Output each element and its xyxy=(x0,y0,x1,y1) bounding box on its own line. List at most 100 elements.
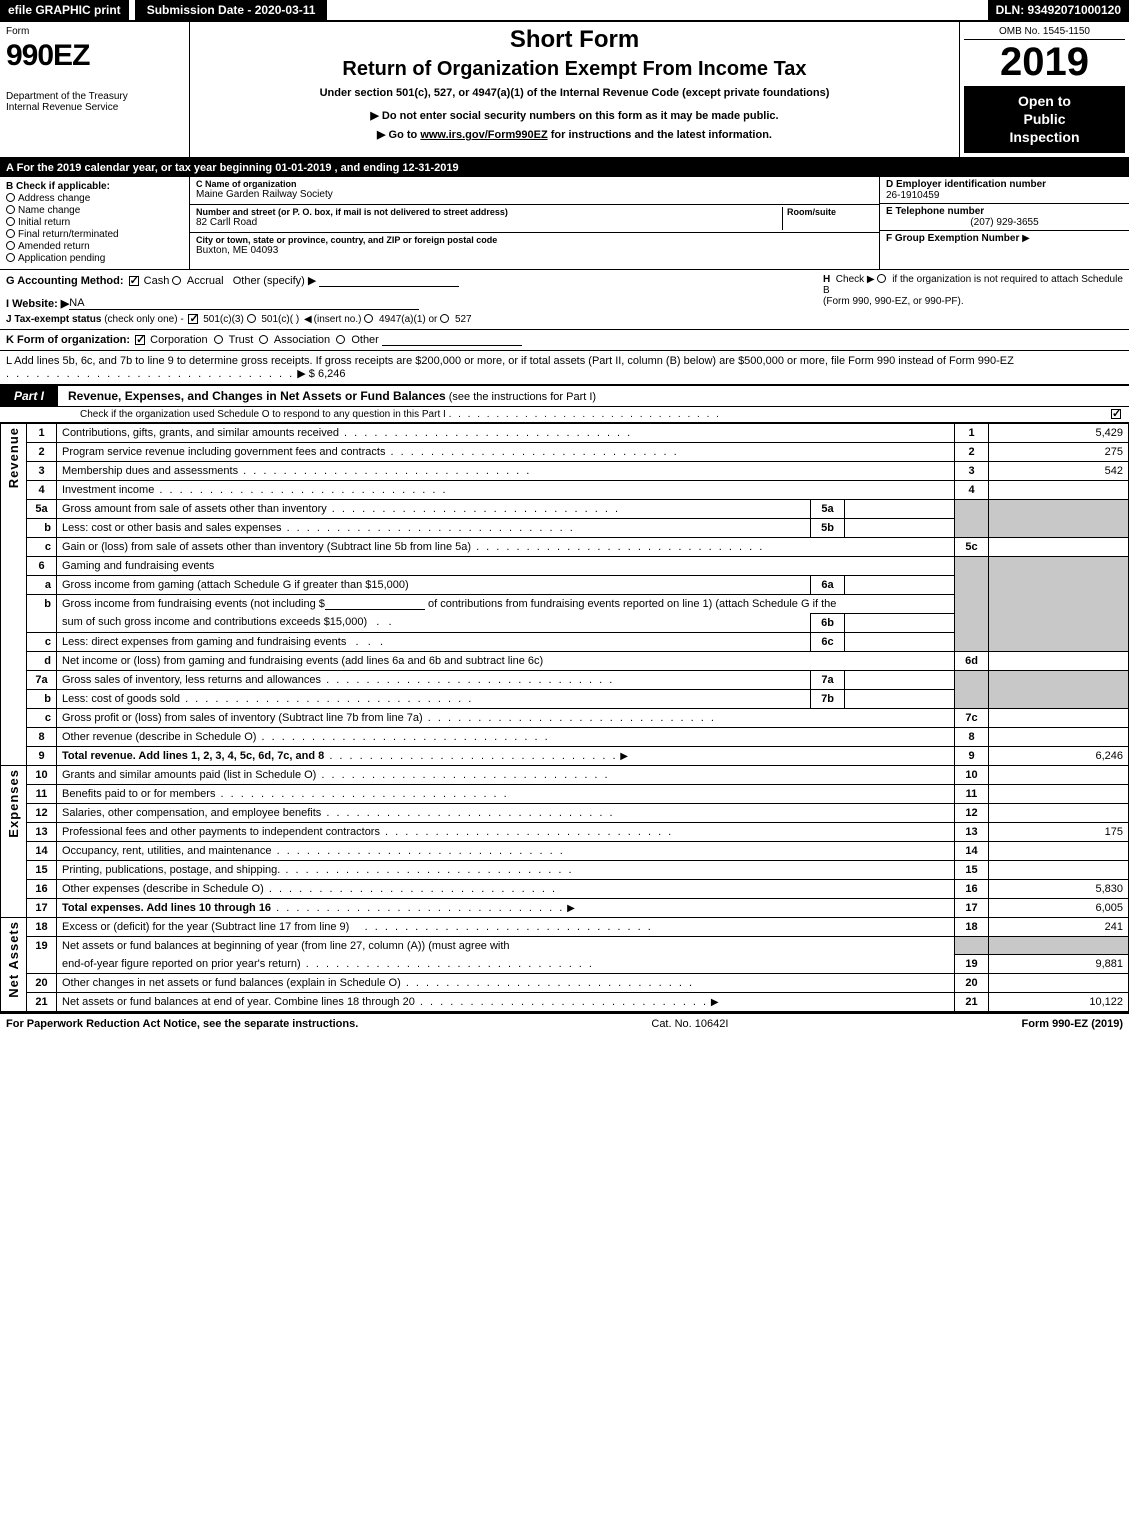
l20-ln: 20 xyxy=(955,974,989,993)
chk-501c[interactable] xyxy=(247,314,256,323)
f-label: F Group Exemption Number xyxy=(886,233,1019,244)
l6-shade-amt xyxy=(989,556,1129,651)
h-text1: Check ▶ xyxy=(836,274,875,285)
l20-d: Other changes in net assets or fund bala… xyxy=(57,974,955,993)
efile-print-button[interactable]: efile GRAPHIC print xyxy=(0,0,129,20)
l14-ln: 14 xyxy=(955,841,989,860)
l12-d: Salaries, other compensation, and employ… xyxy=(57,803,955,822)
l4-d: Investment income xyxy=(57,480,955,499)
l13-amt: 175 xyxy=(989,822,1129,841)
l6-shade-ln xyxy=(955,556,989,651)
l8-amt xyxy=(989,727,1129,746)
l12-amt xyxy=(989,803,1129,822)
row-8: 8 Other revenue (describe in Schedule O)… xyxy=(1,727,1129,746)
l11-n: 11 xyxy=(27,784,57,803)
l4-ln: 4 xyxy=(955,480,989,499)
chk-accrual[interactable] xyxy=(172,276,181,285)
row-15: 15 Printing, publications, postage, and … xyxy=(1,860,1129,879)
k-other-label: Other xyxy=(351,334,379,346)
row-9: 9 Total revenue. Add lines 1, 2, 3, 4, 5… xyxy=(1,746,1129,765)
l8-d: Other revenue (describe in Schedule O) xyxy=(57,727,955,746)
row-20: 20 Other changes in net assets or fund b… xyxy=(1,974,1129,993)
l19-shade-amt xyxy=(989,936,1129,955)
footer-mid: Cat. No. 10642I xyxy=(358,1018,1021,1030)
chk-association[interactable] xyxy=(259,335,268,344)
l7c-ln: 7c xyxy=(955,708,989,727)
chk-501c3[interactable] xyxy=(188,314,198,324)
revenue-vlabel: Revenue xyxy=(1,423,27,765)
l12-n: 12 xyxy=(27,803,57,822)
city-label: City or town, state or province, country… xyxy=(196,235,873,245)
l10-ln: 10 xyxy=(955,765,989,784)
row-19a: 19 Net assets or fund balances at beginn… xyxy=(1,936,1129,955)
l6c-n: c xyxy=(27,632,57,651)
d-label: D Employer identification number xyxy=(886,179,1123,190)
l5c-amt xyxy=(989,537,1129,556)
l13-n: 13 xyxy=(27,822,57,841)
h-block: H Check ▶ if the organization is not req… xyxy=(823,274,1123,325)
l6c-d: Less: direct expenses from gaming and fu… xyxy=(57,632,811,651)
l15-d: Printing, publications, postage, and shi… xyxy=(57,860,955,879)
k-trust-label: Trust xyxy=(229,334,254,346)
a-label: A xyxy=(6,162,14,174)
phone: (207) 929-3655 xyxy=(886,217,1123,228)
l9-ln: 9 xyxy=(955,746,989,765)
l5b-iv xyxy=(845,518,955,537)
l6a-d: Gross income from gaming (attach Schedul… xyxy=(57,575,811,594)
l7b-il: 7b xyxy=(811,689,845,708)
form-header: Form 990EZ Department of the Treasury In… xyxy=(0,22,1129,159)
goto-link[interactable]: www.irs.gov/Form990EZ xyxy=(420,129,547,141)
l11-d: Benefits paid to or for members xyxy=(57,784,955,803)
l16-ln: 16 xyxy=(955,879,989,898)
f-arrow-icon: ▶ xyxy=(1022,233,1030,244)
under-section: Under section 501(c), 527, or 4947(a)(1)… xyxy=(200,87,949,99)
chk-corporation[interactable] xyxy=(135,335,145,345)
chk-application-pending[interactable]: Application pending xyxy=(6,253,183,264)
row-6d: d Net income or (loss) from gaming and f… xyxy=(1,651,1129,670)
chk-cash[interactable] xyxy=(129,276,139,286)
l6a-iv xyxy=(845,575,955,594)
l9-n: 9 xyxy=(27,746,57,765)
g-other-field[interactable] xyxy=(319,286,459,287)
chk-schedule-o[interactable] xyxy=(1111,409,1121,419)
row-7a: 7a Gross sales of inventory, less return… xyxy=(1,670,1129,689)
j-4947-label: 4947(a)(1) or xyxy=(379,314,437,325)
chk-address-change[interactable]: Address change xyxy=(6,193,183,204)
chk-application-pending-label: Application pending xyxy=(18,253,105,264)
l7b-d: Less: cost of goods sold xyxy=(57,689,811,708)
l5b-n: b xyxy=(27,518,57,537)
chk-final-return[interactable]: Final return/terminated xyxy=(6,229,183,240)
row-6: 6 Gaming and fundraising events xyxy=(1,556,1129,575)
room-label: Room/suite xyxy=(787,207,873,217)
dept-treasury: Department of the Treasury xyxy=(6,91,183,102)
row-17: 17 Total expenses. Add lines 10 through … xyxy=(1,898,1129,917)
tax-year-text: For the 2019 calendar year, or tax year … xyxy=(14,162,459,174)
chk-trust[interactable] xyxy=(214,335,223,344)
chk-name-change[interactable]: Name change xyxy=(6,205,183,216)
l5-shade-amt xyxy=(989,499,1129,537)
header-mid: Short Form Return of Organization Exempt… xyxy=(190,22,959,157)
l7a-n: 7a xyxy=(27,670,57,689)
chk-initial-return[interactable]: Initial return xyxy=(6,217,183,228)
l8-n: 8 xyxy=(27,727,57,746)
l6b-amount-field[interactable] xyxy=(325,609,425,610)
form-label: Form xyxy=(6,26,183,37)
header-right: OMB No. 1545-1150 2019 Open to Public In… xyxy=(959,22,1129,157)
l15-n: 15 xyxy=(27,860,57,879)
chk-amended-return[interactable]: Amended return xyxy=(6,241,183,252)
g-line: G Accounting Method: Cash Accrual Other … xyxy=(6,274,823,287)
part1-header: Part I Revenue, Expenses, and Changes in… xyxy=(0,385,1129,407)
l5c-d: Gain or (loss) from sale of assets other… xyxy=(57,537,955,556)
k-other-field[interactable] xyxy=(382,345,522,346)
chk-527[interactable] xyxy=(440,314,449,323)
row-11: 11 Benefits paid to or for members 11 xyxy=(1,784,1129,803)
l5a-il: 5a xyxy=(811,499,845,518)
chk-other[interactable] xyxy=(336,335,345,344)
chk-h[interactable] xyxy=(877,274,886,283)
submission-date: Submission Date - 2020-03-11 xyxy=(135,0,328,20)
row-13: 13 Professional fees and other payments … xyxy=(1,822,1129,841)
chk-initial-return-label: Initial return xyxy=(18,217,70,228)
form-number: 990EZ xyxy=(6,39,183,73)
l18-d: Excess or (deficit) for the year (Subtra… xyxy=(57,917,955,936)
chk-4947[interactable] xyxy=(364,314,373,323)
